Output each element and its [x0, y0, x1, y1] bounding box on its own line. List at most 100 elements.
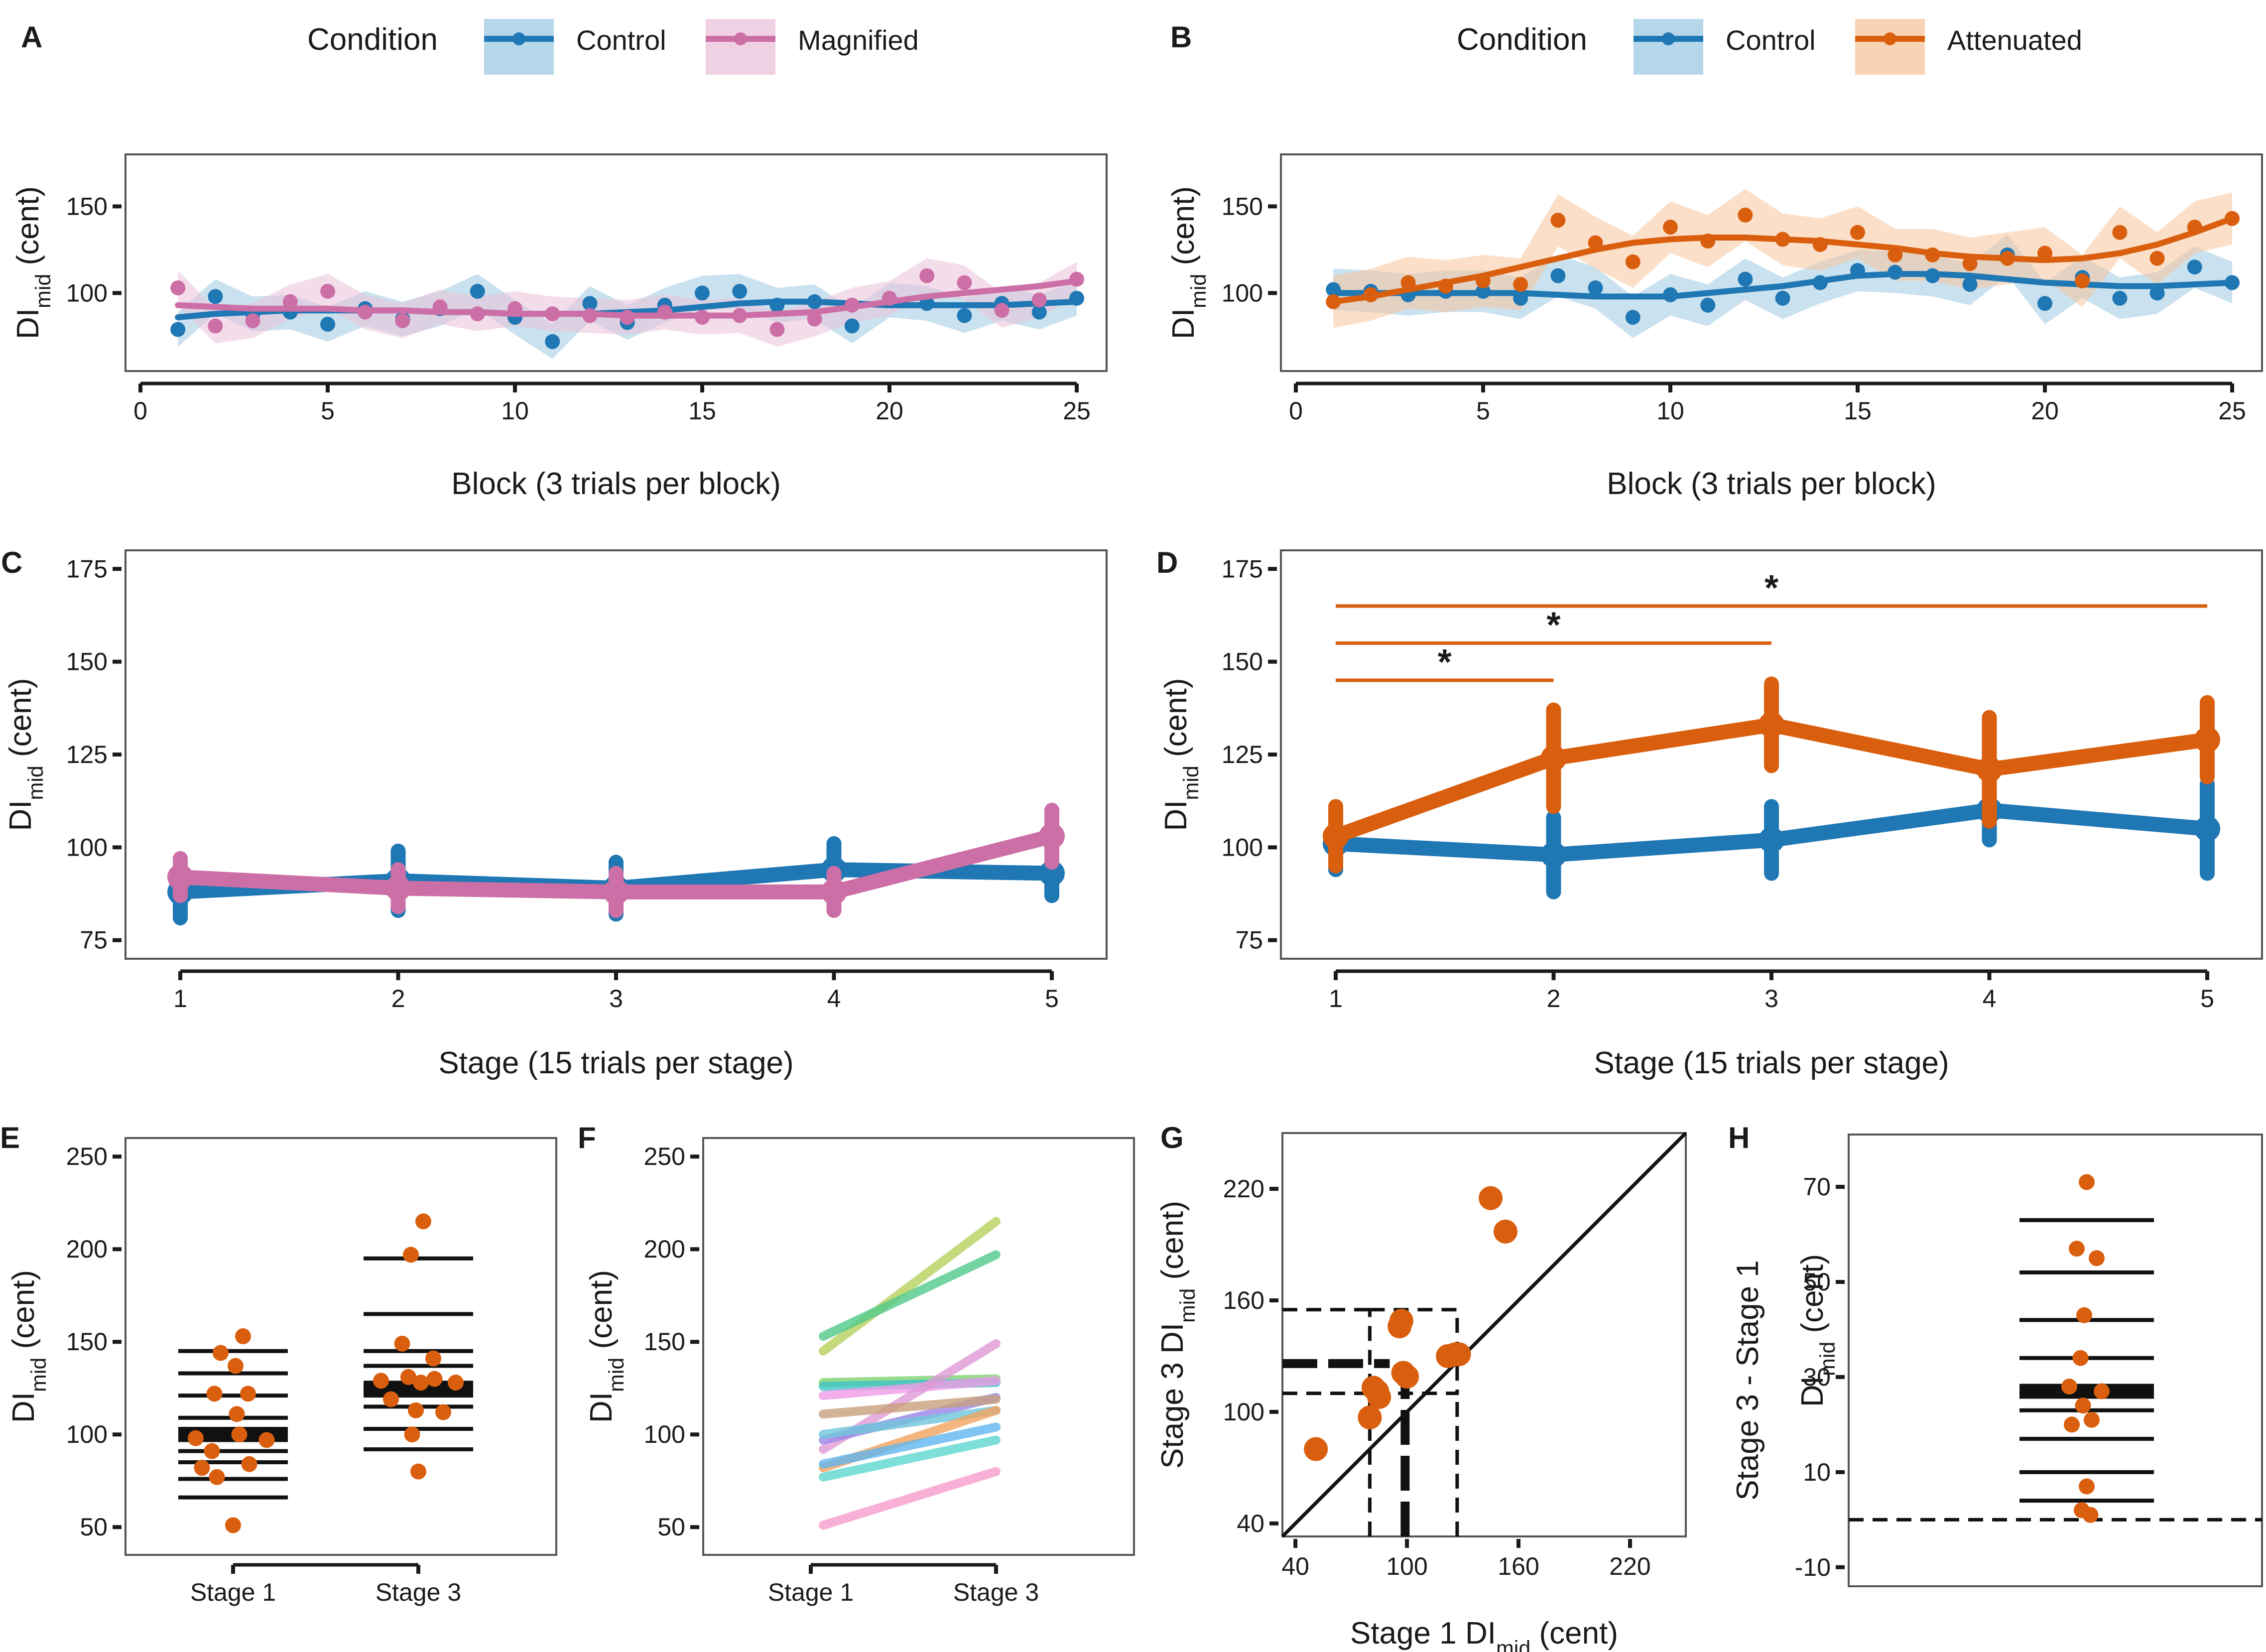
y-ytick-label: 160 [1223, 1286, 1264, 1314]
mean-point-magnified [167, 864, 193, 890]
participant-line-p13 [819, 1467, 1001, 1530]
y-ytick-label: 75 [80, 926, 108, 954]
y-ytick-label: 100 [66, 279, 108, 307]
legend-key-band [1634, 19, 1703, 75]
data-point-magnified [957, 275, 972, 290]
data-point-control [1069, 290, 1084, 306]
data-point [413, 1375, 429, 1391]
data-point-magnified [470, 306, 485, 322]
data-point-control [582, 296, 598, 311]
y-ytick-label: 200 [644, 1235, 685, 1263]
data-point [1387, 1314, 1412, 1339]
data-point [425, 1350, 441, 1367]
data-point-magnified [1069, 271, 1084, 287]
y-axis-label-main: DI [1159, 800, 1193, 831]
y-ytick-label: 100 [1222, 833, 1263, 861]
data-point [404, 1426, 420, 1443]
data-point-control [1031, 304, 1047, 320]
significance-star: * [1546, 605, 1560, 645]
data-point-control [2112, 290, 2128, 306]
data-point [1395, 1364, 1419, 1389]
data-point-attenuated [2225, 211, 2240, 226]
y-axis-label-main: DI [3, 800, 38, 831]
y-axis-label-main: DI [1166, 308, 1201, 339]
data-point [1367, 1385, 1391, 1409]
data-point [241, 1456, 257, 1472]
data-point [194, 1460, 210, 1476]
x-xtick-label: 4 [1983, 985, 1997, 1013]
data-point-magnified [732, 308, 748, 323]
mean-point-magnified [1039, 823, 1065, 849]
data-point [213, 1345, 229, 1361]
y-ytick-label: 100 [66, 1420, 108, 1448]
data-point-attenuated [2187, 220, 2202, 235]
panel-label: B [1170, 20, 1192, 54]
data-point [258, 1432, 275, 1448]
significance-star: * [1438, 642, 1452, 682]
y-axis-label: DImid (cent) [3, 678, 48, 831]
data-point-magnified [807, 311, 822, 327]
data-point-attenuated [1326, 294, 1341, 309]
data-point-magnified [320, 283, 335, 299]
x-xtick-label: 5 [1045, 985, 1059, 1013]
y-axis-label-sub: mid [27, 1358, 51, 1392]
x-xtick-label: 25 [2218, 397, 2246, 425]
x-axis-label-unit: (cent) [1530, 1616, 1618, 1651]
panel-label: C [1, 546, 22, 579]
data-point [1479, 1186, 1503, 1210]
data-point-control [844, 318, 860, 334]
x-axis-label: Block (3 trials per block) [451, 467, 781, 501]
mean-point-attenuated [1540, 745, 1567, 771]
y-ytick-label: 50 [1803, 1268, 1831, 1296]
data-point [415, 1213, 431, 1230]
data-point-control [2149, 285, 2165, 301]
y-axis-label: DImid (cent) [1166, 186, 1211, 339]
data-point-control [1588, 280, 1603, 295]
y-axis-label-sub: mid [1187, 274, 1211, 308]
data-point-attenuated [1588, 235, 1603, 251]
data-point-attenuated [1962, 256, 1978, 271]
x-xtick-label: Stage 1 [190, 1578, 276, 1606]
data-point-control [695, 285, 710, 301]
y-ytick-label: -10 [1795, 1553, 1831, 1581]
data-point-magnified [282, 294, 298, 309]
data-point [2079, 1478, 2095, 1495]
panel-c-stages-magnified: C 75 100 125 150 175 1 2 3 4 5 Stage (15 trials per… [1, 546, 1108, 1080]
y-ytick-label: 100 [644, 1420, 685, 1448]
data-point-magnified [695, 310, 710, 325]
data-point-control [2187, 259, 2202, 275]
data-point [228, 1358, 244, 1374]
data-point-attenuated [1513, 277, 1528, 292]
data-point-magnified [844, 297, 860, 313]
data-point-attenuated [2000, 251, 2015, 266]
data-point-magnified [994, 303, 1009, 318]
data-point-control [2225, 275, 2240, 290]
data-point-attenuated [2149, 251, 2165, 266]
y-ytick-label: 40 [1237, 1510, 1264, 1537]
legend-key-dot [734, 32, 747, 45]
data-point [1304, 1437, 1328, 1461]
data-point-control [1700, 297, 1716, 313]
y-axis-label-sub: mid [1179, 765, 1203, 800]
panel-label: E [0, 1121, 20, 1154]
data-point-control [1888, 264, 1903, 280]
y-ytick-label: 30 [1803, 1363, 1831, 1391]
data-point-control [320, 317, 335, 332]
data-point [235, 1328, 251, 1345]
data-point-magnified [919, 268, 935, 283]
x-xtick-label: 20 [876, 397, 903, 425]
data-point-control [1625, 310, 1640, 325]
data-point-magnified [395, 313, 410, 329]
data-point-attenuated [1476, 273, 1491, 289]
data-point-attenuated [1363, 287, 1379, 302]
panel-h-stage-difference: H -10 10 30 50 70 Stage 3 - Stage 1 DImid (cent… [1728, 1121, 2263, 1587]
x-xtick-label: 15 [688, 397, 716, 425]
panel-a-blocks-magnified: A Condition Control Magnified 100 150 0 5 10 15 20… [11, 19, 1108, 501]
data-point-magnified [657, 304, 672, 320]
legend-key-dot [1884, 32, 1896, 45]
data-point-magnified [769, 322, 785, 337]
y-ytick-label: 250 [66, 1143, 108, 1170]
data-point-attenuated [1550, 213, 1566, 228]
y-axis-label-main: Stage 3 DI [1155, 1323, 1190, 1469]
